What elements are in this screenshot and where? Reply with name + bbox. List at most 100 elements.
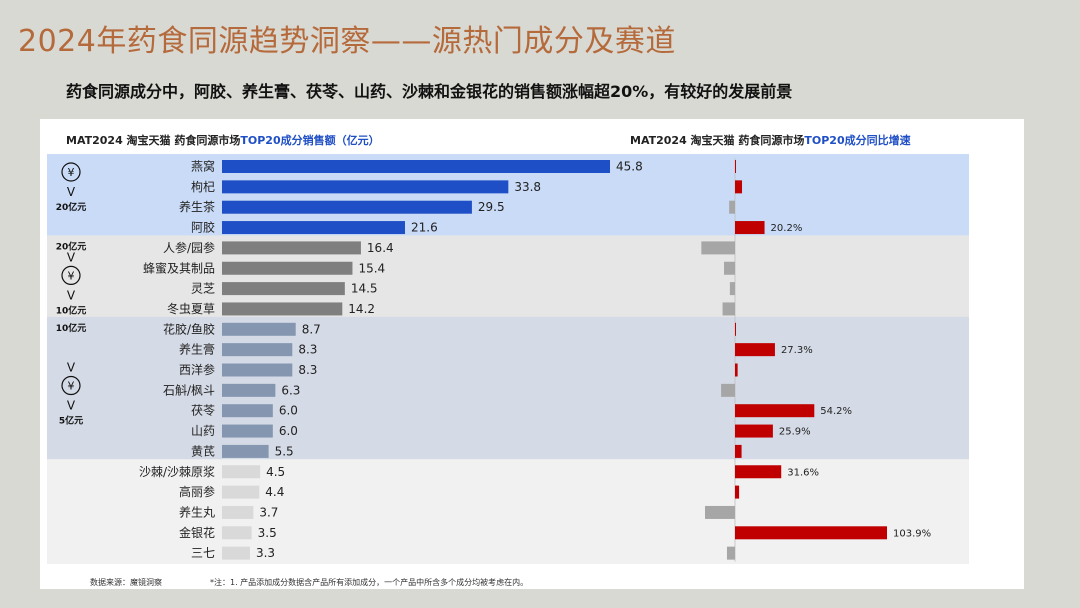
growth-bar <box>735 180 743 194</box>
growth-value-label: 27.3% <box>781 345 813 356</box>
sales-bar <box>222 180 509 194</box>
category-label: 三七 <box>191 546 215 560</box>
growth-bar <box>729 282 735 296</box>
sales-bar <box>222 322 296 336</box>
sales-bar <box>222 465 261 479</box>
sales-value-label: 6.0 <box>279 424 298 438</box>
sales-bar <box>222 383 276 397</box>
growth-bar <box>735 424 773 438</box>
footnote: *注：1. 产品添加成分数据含产品所有添加成分，一个产品中所含多个成分均被考虑在… <box>210 578 529 587</box>
sales-value-label: 5.5 <box>275 444 294 458</box>
sales-value-label: 4.4 <box>265 485 284 499</box>
tier-gt-sign: V <box>67 250 76 264</box>
tier-upper-label: 10亿元 <box>56 322 87 334</box>
sales-bar <box>222 485 260 499</box>
sales-bar <box>222 282 345 296</box>
growth-bar <box>721 383 735 397</box>
category-label: 沙棘/沙棘原浆 <box>139 464 215 479</box>
tier-gt-sign: V <box>67 361 76 375</box>
category-label: 山药 <box>191 424 215 438</box>
sales-bar <box>222 221 405 235</box>
category-label: 西洋参 <box>179 362 215 377</box>
category-label: 花胶/鱼胶 <box>163 321 215 336</box>
sales-chart-title-highlight: TOP20成分销售额（亿元） <box>240 134 380 147</box>
sales-bar <box>222 343 293 357</box>
growth-bar <box>701 241 735 255</box>
sales-value-label: 3.5 <box>258 526 277 540</box>
sales-value-label: 33.8 <box>514 180 541 194</box>
growth-chart-title: MAT2024 淘宝天猫 药食同源市场TOP20成分同比增速 <box>630 132 911 148</box>
growth-value-label: 103.9% <box>893 528 931 539</box>
sales-value-label: 16.4 <box>367 241 394 255</box>
growth-bar <box>724 261 735 275</box>
tier-lower-label: 10亿元 <box>56 304 87 316</box>
sales-chart-title: MAT2024 淘宝天猫 药食同源市场TOP20成分销售额（亿元） <box>66 132 380 148</box>
category-label: 灵芝 <box>191 281 215 296</box>
category-label: 茯苓 <box>191 404 215 418</box>
sales-bar <box>222 363 293 377</box>
sales-chart-title-prefix: MAT2024 淘宝天猫 药食同源市场 <box>66 134 241 147</box>
sales-value-label: 14.5 <box>351 282 378 296</box>
growth-value-label: 20.2% <box>771 223 803 234</box>
sales-bar <box>222 505 254 519</box>
sales-value-label: 21.6 <box>411 221 438 235</box>
sales-bar <box>222 526 252 540</box>
growth-bar <box>735 160 736 173</box>
category-label: 阿胶 <box>191 220 215 235</box>
category-label: 人参/园参 <box>163 240 215 255</box>
growth-bar <box>735 444 742 458</box>
growth-bar <box>735 322 736 336</box>
tier-upper-label: 20亿元 <box>56 240 87 252</box>
yen-icon-glyph: ¥ <box>68 380 75 393</box>
growth-bar <box>726 546 735 560</box>
category-label: 金银花 <box>179 525 215 540</box>
category-label: 高丽参 <box>179 484 215 499</box>
data-source: 数据来源：魔镜洞察 <box>90 578 162 587</box>
yen-icon-glyph: ¥ <box>68 269 75 282</box>
sales-value-label: 6.0 <box>279 404 298 418</box>
category-label: 蜂蜜及其制品 <box>143 260 215 275</box>
sales-value-label: 6.3 <box>281 383 300 397</box>
category-label: 养生膏 <box>179 342 215 357</box>
growth-bar <box>705 505 735 519</box>
sales-bar <box>222 546 250 560</box>
growth-value-label: 54.2% <box>820 406 852 417</box>
yen-icon-glyph: ¥ <box>68 166 75 179</box>
sales-value-label: 29.5 <box>478 200 505 214</box>
sales-bar <box>222 261 353 275</box>
sales-value-label: 3.3 <box>256 546 275 560</box>
growth-bar <box>735 343 775 357</box>
category-label: 养生丸 <box>179 504 215 519</box>
sales-value-label: 8.3 <box>298 363 317 377</box>
growth-bar <box>735 465 782 479</box>
tier-lower-label: 20亿元 <box>56 201 87 213</box>
sales-value-label: 3.7 <box>259 505 278 519</box>
sales-bar <box>222 241 361 255</box>
category-label: 燕窝 <box>191 159 215 174</box>
growth-bar <box>735 221 765 235</box>
sales-value-label: 4.5 <box>266 465 285 479</box>
page-subtitle: 药食同源成分中，阿胶、养生膏、茯苓、山药、沙棘和金银花的销售额涨幅超20%，有较… <box>66 82 793 101</box>
yen-icon <box>61 265 81 285</box>
growth-value-label: 25.9% <box>779 427 811 438</box>
growth-chart-title-prefix: MAT2024 淘宝天猫 药食同源市场 <box>630 134 805 147</box>
sales-bar <box>222 444 269 458</box>
category-label: 枸杞 <box>191 179 215 194</box>
yen-icon <box>61 162 81 182</box>
tier-band-3 <box>47 316 969 463</box>
sales-value-label: 8.3 <box>298 343 317 357</box>
tier-gt-sign: V <box>67 288 76 302</box>
sales-value-label: 8.7 <box>302 322 321 336</box>
growth-chart-title-highlight: TOP20成分同比增速 <box>804 134 911 147</box>
tier-gt-sign: V <box>67 399 76 413</box>
sales-bar <box>222 424 273 438</box>
growth-bar <box>729 200 735 214</box>
category-label: 养生茶 <box>179 199 215 214</box>
sales-value-label: 14.2 <box>348 302 375 316</box>
page-title: 2024年药食同源趋势洞察——源热门成分及赛道 <box>18 24 676 59</box>
category-label: 冬虫夏草 <box>167 301 215 316</box>
growth-bar <box>735 485 740 499</box>
growth-value-label: 31.6% <box>787 467 819 478</box>
yen-icon <box>61 375 81 396</box>
